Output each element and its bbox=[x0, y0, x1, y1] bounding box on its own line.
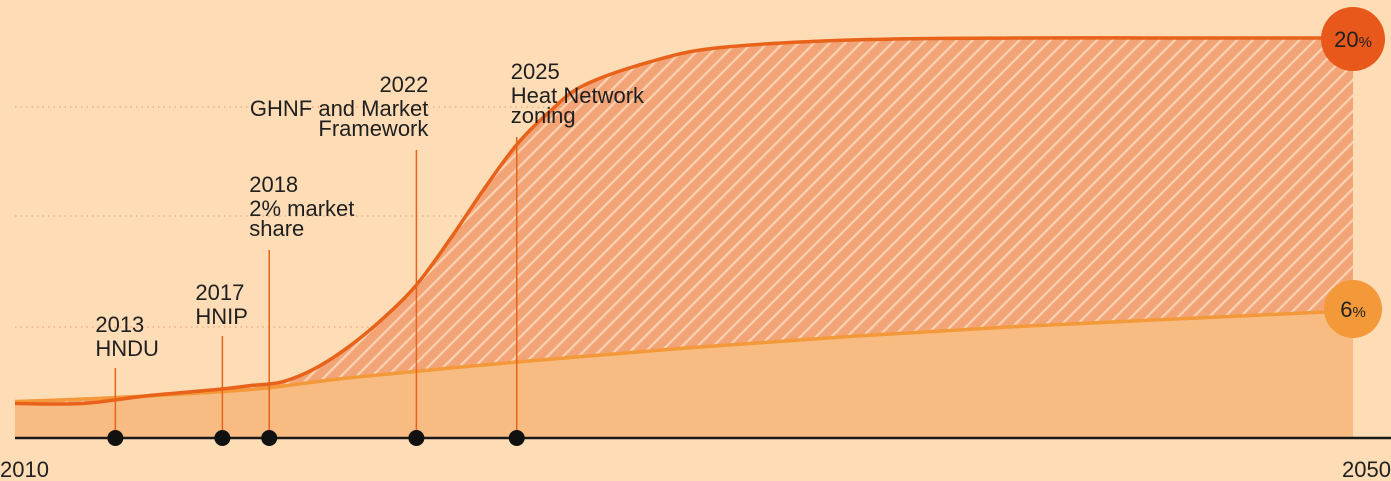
area-fills bbox=[15, 37, 1353, 438]
x-tick-label-start: 2010 bbox=[0, 457, 49, 481]
milestone-dot bbox=[508, 430, 525, 446]
milestone-dot bbox=[214, 430, 231, 446]
end-value-label: 6% bbox=[1340, 297, 1366, 322]
milestone-label: GHNF and Market bbox=[250, 96, 429, 121]
milestone-dot bbox=[107, 430, 124, 446]
end-value-badge bbox=[1324, 280, 1382, 338]
hatched-gap-area bbox=[15, 37, 1353, 405]
series-line-upper bbox=[14, 36, 1353, 406]
series-line-lower bbox=[14, 308, 1354, 404]
end-badges: 20% 6% bbox=[1321, 7, 1385, 338]
milestone-label: Framework bbox=[318, 116, 429, 141]
milestone-year: 2017 bbox=[195, 280, 244, 305]
milestone-year: 2018 bbox=[249, 172, 298, 197]
milestone-dot bbox=[408, 430, 425, 446]
milestone-label: share bbox=[249, 216, 304, 241]
milestone-dot bbox=[261, 430, 278, 446]
x-axis: 2010 2050 bbox=[0, 430, 1391, 481]
milestone-label: HNDU bbox=[95, 336, 159, 361]
milestone-label: Heat Network bbox=[511, 83, 645, 108]
milestone-label: HNIP bbox=[195, 304, 248, 329]
milestone-year: 2022 bbox=[379, 72, 428, 97]
end-value-badge bbox=[1321, 7, 1385, 71]
milestone-label: zoning bbox=[511, 103, 576, 128]
milestone-year: 2013 bbox=[95, 312, 144, 337]
x-tick-label-end: 2050 bbox=[1342, 457, 1391, 481]
lower-area-fill bbox=[15, 310, 1353, 438]
milestone-year: 2025 bbox=[511, 59, 560, 84]
milestone-label: 2% market bbox=[249, 196, 354, 221]
series-lines bbox=[14, 36, 1354, 406]
end-value-label: 20% bbox=[1334, 27, 1372, 52]
